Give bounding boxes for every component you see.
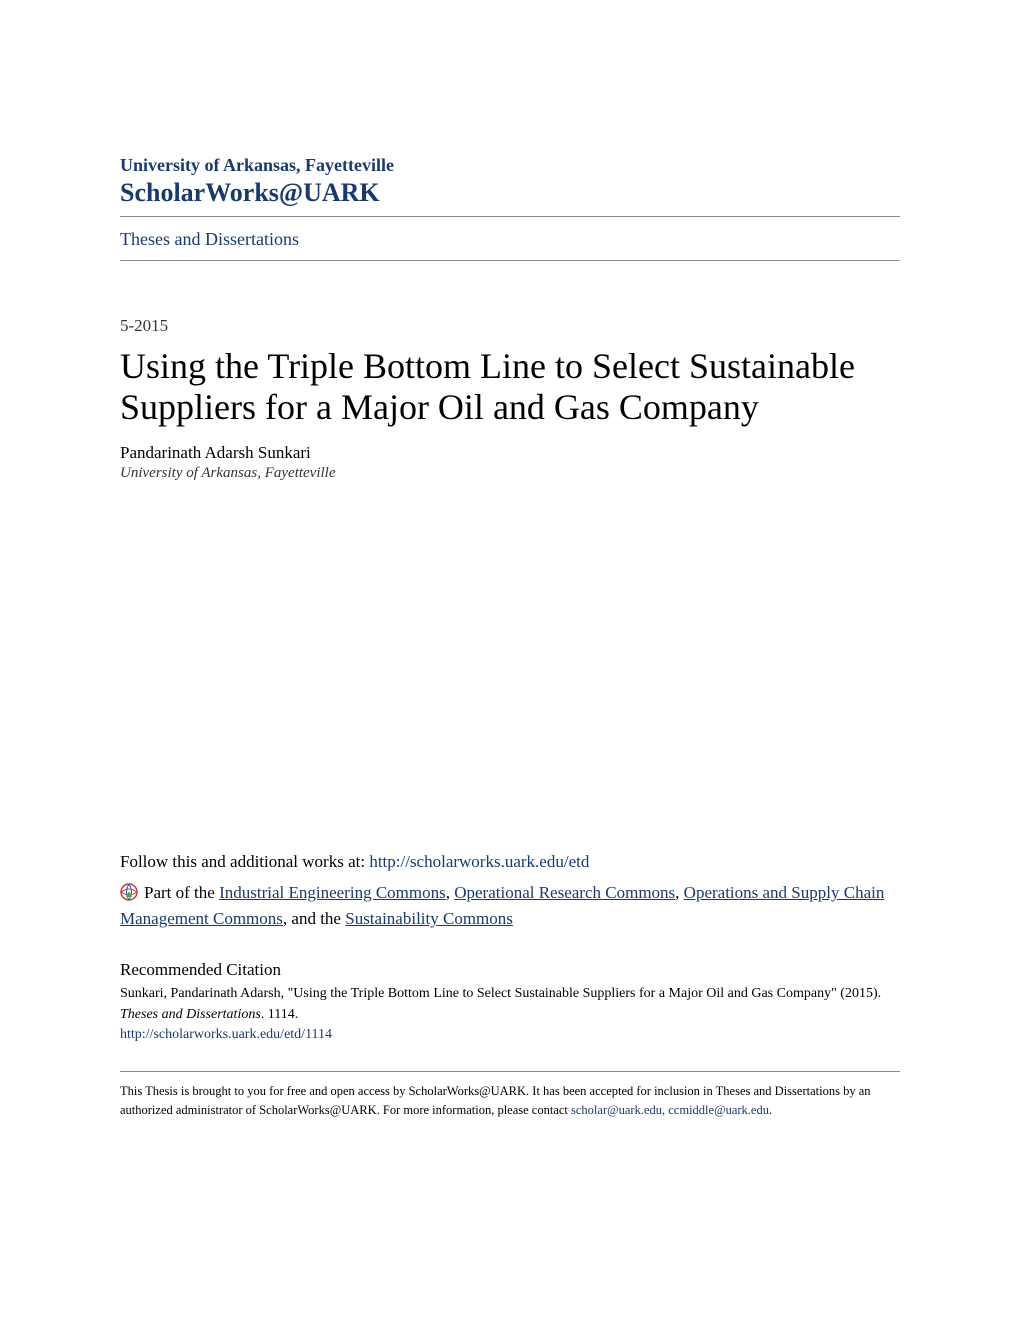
citation-link[interactable]: http://scholarworks.uark.edu/etd/1114 bbox=[120, 1027, 900, 1043]
follow-works-line: Follow this and additional works at: htt… bbox=[120, 852, 900, 872]
footer-text: This Thesis is brought to you for free a… bbox=[120, 1082, 900, 1120]
author-name: Pandarinath Adarsh Sunkari bbox=[120, 443, 900, 463]
header-divider-2 bbox=[120, 260, 900, 261]
author-affiliation: University of Arkansas, Fayetteville bbox=[120, 465, 900, 482]
citation-series: Theses and Dissertations bbox=[120, 1007, 261, 1022]
follow-link[interactable]: http://scholarworks.uark.edu/etd bbox=[369, 852, 589, 871]
footer-email-link[interactable]: scholar@uark.edu, ccmiddle@uark.edu bbox=[571, 1103, 769, 1117]
citation-heading: Recommended Citation bbox=[120, 960, 900, 980]
commons-link-2[interactable]: Operational Research Commons bbox=[454, 883, 675, 902]
partof-prefix: Part of the bbox=[144, 883, 219, 902]
links-section: Follow this and additional works at: htt… bbox=[120, 852, 900, 1120]
partof-sep1: , bbox=[446, 883, 455, 902]
partof-sep3: , and the bbox=[283, 909, 345, 928]
partof-sep2: , bbox=[675, 883, 684, 902]
footer-text-2: . bbox=[769, 1103, 772, 1117]
breadcrumb-link[interactable]: Theses and Dissertations bbox=[120, 229, 900, 250]
commons-link-1[interactable]: Industrial Engineering Commons bbox=[219, 883, 446, 902]
follow-prefix: Follow this and additional works at: bbox=[120, 852, 369, 871]
document-title: Using the Triple Bottom Line to Select S… bbox=[120, 346, 900, 429]
footer-divider bbox=[120, 1071, 900, 1072]
header-divider-1 bbox=[120, 216, 900, 217]
part-of-line: Part of the Industrial Engineering Commo… bbox=[120, 880, 900, 933]
repository-name[interactable]: ScholarWorks@UARK bbox=[120, 178, 900, 208]
network-icon bbox=[120, 883, 138, 901]
institution-name: University of Arkansas, Fayetteville bbox=[120, 155, 900, 176]
citation-text-1: Sunkari, Pandarinath Adarsh, "Using the … bbox=[120, 986, 881, 1001]
page-container: University of Arkansas, Fayetteville Sch… bbox=[120, 155, 900, 1120]
commons-link-4[interactable]: Sustainability Commons bbox=[345, 909, 513, 928]
citation-body: Sunkari, Pandarinath Adarsh, "Using the … bbox=[120, 984, 900, 1025]
citation-text-2: . 1114. bbox=[261, 1007, 298, 1022]
publication-date: 5-2015 bbox=[120, 316, 900, 336]
